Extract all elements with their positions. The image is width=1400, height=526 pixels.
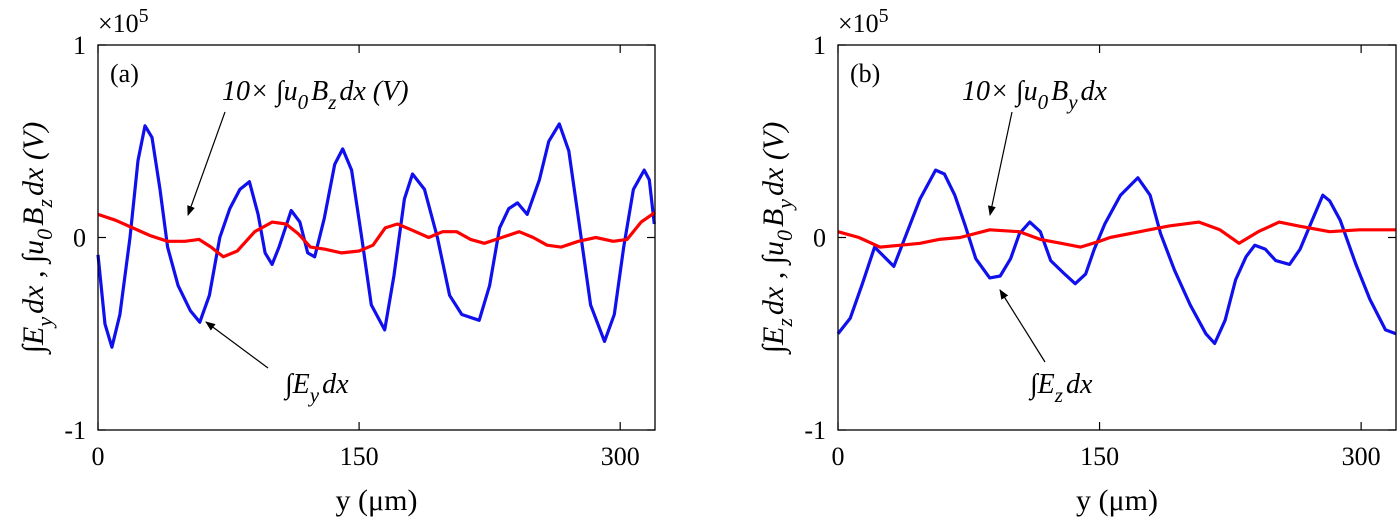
text-part: B [1051, 76, 1068, 107]
data-line [836, 168, 1397, 345]
text-part: dx [322, 369, 349, 400]
y-axis-label: ∫Ez dx , ∫u0 By dx (V) [757, 122, 797, 355]
axes-box [97, 44, 656, 431]
text-part: dx [1066, 369, 1093, 400]
text-part: ∫E [1028, 369, 1055, 401]
y-tick-label: 0 [813, 224, 826, 253]
text-part: ∫E [17, 327, 52, 356]
text-part: ×10 [838, 9, 879, 38]
text-part: dx , ∫u [17, 240, 52, 314]
annotation-arrow [187, 111, 226, 216]
text-part: 5 [139, 5, 149, 27]
panel-label: (a) [110, 59, 139, 88]
text-part: z [327, 90, 336, 114]
x-axis-label: y (μm) [336, 484, 418, 517]
annotation: 10× ∫u0 Bz dx (V) [222, 76, 409, 114]
y-multiplier: ×105 [98, 5, 149, 38]
annotation: ∫Ez dx [1028, 369, 1093, 407]
text-part: B [757, 209, 790, 227]
text-part: B [311, 76, 328, 107]
text-part: y [308, 383, 320, 407]
text-part: z [1054, 383, 1063, 407]
x-axis-label: y (μm) [1076, 484, 1158, 517]
text-part: z [32, 199, 57, 209]
y-multiplier: ×105 [838, 5, 889, 38]
annotation: ∫Ey dx [283, 369, 349, 407]
y-tick-label: 0 [73, 224, 86, 253]
data-line [97, 211, 656, 259]
text-part: ×10 [98, 9, 139, 38]
text-part: dx (V) [339, 76, 408, 107]
x-tick-label: 300 [601, 442, 640, 471]
y-tick-label: -1 [64, 416, 86, 445]
text-part: 0 [772, 230, 797, 241]
x-tick-label: 150 [340, 442, 379, 471]
data-line [837, 220, 1396, 249]
text-part: y [1066, 90, 1078, 114]
annotation-arrow [205, 321, 269, 369]
x-tick-label: 0 [832, 442, 845, 471]
panel-label: (b) [850, 59, 880, 88]
text-part: B [17, 208, 50, 226]
text-part: 10× ∫u [222, 76, 298, 108]
x-tick-label: 150 [1080, 442, 1119, 471]
text-part: dx , ∫u [757, 241, 792, 315]
text-part: 0 [1038, 90, 1049, 114]
annotation-arrow [999, 289, 1046, 363]
text-part: dx [1081, 76, 1108, 107]
text-part: ∫E [757, 327, 792, 356]
text-part: ∫E [283, 369, 310, 401]
text-part: y [32, 317, 57, 329]
text-part: 0 [32, 229, 57, 240]
text-part: 0 [298, 90, 309, 114]
y-axis-label: ∫Ey dx , ∫u0 Bz dx (V) [17, 122, 57, 355]
y-tick-label: 1 [73, 31, 86, 60]
y-tick-label: -1 [804, 416, 826, 445]
data-line [96, 122, 656, 349]
text-part: z [772, 318, 797, 328]
text-part: dx (V) [757, 122, 790, 196]
x-tick-label: 300 [1342, 442, 1381, 471]
text-part: 5 [879, 5, 889, 27]
text-part: dx (V) [17, 122, 50, 196]
text-part: 10× ∫u [962, 76, 1038, 108]
y-tick-label: 1 [813, 31, 826, 60]
axes-box [837, 44, 1397, 431]
annotation: 10× ∫u0 By dx [962, 76, 1108, 114]
annotation-arrow [987, 111, 1013, 216]
text-part: y [772, 199, 797, 211]
x-tick-label: 0 [92, 442, 105, 471]
